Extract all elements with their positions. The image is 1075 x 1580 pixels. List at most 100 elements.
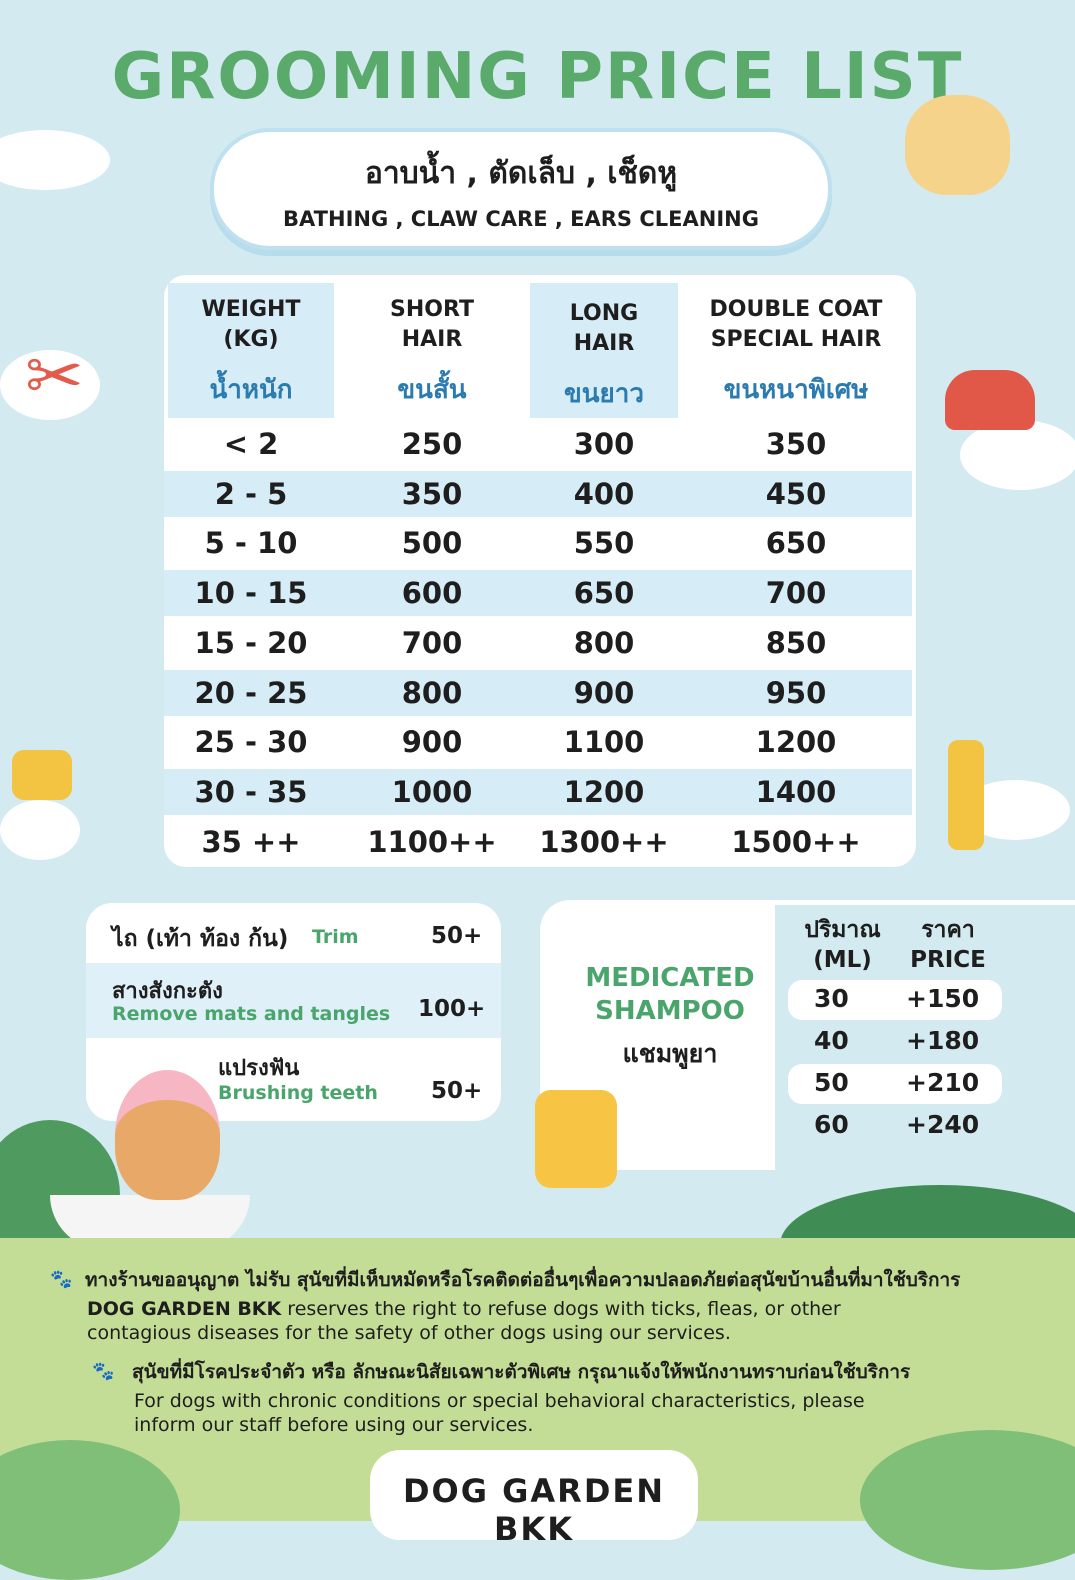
table-cell: 850 xyxy=(765,625,827,660)
table-cell: 15 - 20 xyxy=(194,625,308,660)
table-cell: 950 xyxy=(765,675,827,710)
table-cell: 650 xyxy=(765,526,827,561)
note-ticks: 🐾 ทางร้านขออนุญาต ไม่รับ สุนัขที่มีเห็บห… xyxy=(50,1268,1050,1345)
table-cell: 500 xyxy=(401,526,463,561)
table-row: 20 - 25 800 900 950 xyxy=(164,669,912,716)
shampoo-price: +240 xyxy=(906,1110,980,1139)
table-cell: 1300++ xyxy=(539,824,669,859)
table-cell: 250 xyxy=(401,427,463,461)
services-banner: อาบน้ำ , ตัดเล็บ , เช็ดหู BATHING , CLAW… xyxy=(210,128,832,250)
hair-dryer-icon xyxy=(945,370,1035,430)
shampoo-volume: 40 xyxy=(814,1026,849,1055)
brand-logo: DOG GARDEN BKK xyxy=(370,1450,698,1548)
shampoo-price-header: ราคา PRICE xyxy=(910,917,986,973)
table-row: 2 - 5 350 400 450 xyxy=(164,470,912,517)
header-short-hair: SHORT HAIR ขนสั้น xyxy=(336,283,528,418)
table-cell: 650 xyxy=(573,576,635,611)
header-double-coat: DOUBLE COAT SPECIAL HAIR ขนหนาพิเศษ xyxy=(680,283,912,418)
scissors-icon: ✂ xyxy=(25,335,84,417)
note-thai: สุนัขที่มีโรคประจำตัว หรือ ลักษณะนิสัยเฉ… xyxy=(132,1361,911,1383)
services-thai: อาบน้ำ , ตัดเล็บ , เช็ดหู xyxy=(364,156,678,191)
price-table: WEIGHT (KG) น้ำหนัก SHORT HAIR ขนสั้น LONG… xyxy=(164,275,916,867)
page-title: GROOMING PRICE LIST xyxy=(111,40,964,114)
brush-icon xyxy=(12,750,72,800)
table-cell: 800 xyxy=(573,625,635,660)
header-th: น้ำหนัก xyxy=(209,375,293,405)
clipper-icon xyxy=(948,740,984,850)
header-en: DOUBLE COAT SPECIAL HAIR xyxy=(709,297,883,352)
shampoo-row: 60 +240 xyxy=(788,1106,1002,1146)
extra-teeth: แปรงฟัน Brushing teeth 50+ xyxy=(86,1038,501,1121)
table-cell: 350 xyxy=(765,427,827,461)
table-row: 35 ++ 1100++ 1300++ 1500++ xyxy=(164,819,912,865)
paw-icon: 🐾 xyxy=(92,1361,115,1382)
shampoo-price: +210 xyxy=(906,1068,980,1097)
table-cell: 1100 xyxy=(563,725,645,760)
cloud-decoration xyxy=(0,800,80,860)
table-cell: 800 xyxy=(401,675,463,710)
header-en: SHORT HAIR xyxy=(390,297,474,352)
table-row: 25 - 30 900 1100 1200 xyxy=(164,719,912,765)
shampoo-row: 30 +150 xyxy=(788,980,1002,1020)
table-cell: 1200 xyxy=(563,774,645,809)
extra-trim: ไถ (เท้า ท้อง ก้น) Trim 50+ xyxy=(86,903,501,963)
shampoo-row: 40 +180 xyxy=(788,1022,1002,1062)
extras-panel: ไถ (เท้า ท้อง ก้น) Trim 50+ สางสังกะตัง … xyxy=(86,903,501,1121)
note-thai: ทางร้านขออนุญาต ไม่รับ สุนัขที่มีเห็บหมั… xyxy=(85,1269,961,1291)
extra-thai: แปรงฟัน xyxy=(218,1056,300,1081)
extra-english: Remove mats and tangles xyxy=(112,1003,391,1025)
table-cell: < 2 xyxy=(223,427,279,461)
shampoo-price: +180 xyxy=(906,1026,980,1055)
extra-price: 100+ xyxy=(418,996,486,1022)
shampoo-volume: 50 xyxy=(814,1068,849,1097)
shampoo-volume-header: ปริมาณ (ML) xyxy=(804,917,881,973)
header-th: ขนหนาพิเศษ xyxy=(723,375,869,405)
cloud-decoration xyxy=(0,350,100,420)
shampoo-volume: 30 xyxy=(814,984,849,1013)
header-en: WEIGHT (KG) xyxy=(201,297,301,352)
table-cell: 1400 xyxy=(755,774,837,809)
shampoo-bottle-illustration xyxy=(535,1090,617,1188)
table-cell: 550 xyxy=(573,526,635,561)
table-row: 15 - 20 700 800 850 xyxy=(164,620,912,666)
header-th: ขนยาว xyxy=(564,379,644,409)
shampoo-volume: 60 xyxy=(814,1110,849,1139)
table-cell: 700 xyxy=(401,625,463,660)
table-cell: 600 xyxy=(401,576,463,611)
extra-english: Brushing teeth xyxy=(218,1082,378,1104)
extra-thai: ไถ (เท้า ท้อง ก้น) xyxy=(112,926,289,952)
table-cell: 30 - 35 xyxy=(194,774,308,809)
shampoo-title-th: แชมพูยา xyxy=(622,1039,718,1068)
extra-mats: สางสังกะตัง Remove mats and tangles 100+ xyxy=(86,963,501,1038)
table-row: 10 - 15 600 650 700 xyxy=(164,570,912,617)
paw-icon: 🐾 xyxy=(50,1269,73,1290)
shampoo-title-en: MEDICATED SHAMPOO xyxy=(585,963,755,1026)
table-cell: 1100++ xyxy=(367,824,497,859)
cloud-decoration xyxy=(960,420,1075,490)
shampoo-title: MEDICATED SHAMPOO แชมพูยา xyxy=(570,962,770,1074)
table-cell: 450 xyxy=(765,476,827,511)
table-cell: 1200 xyxy=(755,725,837,760)
table-cell: 300 xyxy=(573,427,635,461)
table-cell: 2 - 5 xyxy=(214,476,288,511)
note-brand: DOG GARDEN BKK xyxy=(87,1298,282,1320)
extra-thai: สางสังกะตัง xyxy=(112,979,223,1004)
shampoo-row: 50 +210 xyxy=(788,1064,1002,1104)
table-cell: 10 - 15 xyxy=(194,576,308,611)
cloud-decoration xyxy=(0,130,110,190)
table-cell: 20 - 25 xyxy=(194,675,308,710)
table-cell: 5 - 10 xyxy=(204,526,298,561)
table-cell: 400 xyxy=(573,476,635,511)
dog-illustration xyxy=(905,95,1010,195)
header-en: LONG HAIR xyxy=(569,301,639,356)
header-weight: WEIGHT (KG) น้ำหนัก xyxy=(168,283,334,418)
header-long-hair: LONG HAIR ขนยาว xyxy=(530,283,678,418)
shampoo-price: +150 xyxy=(906,984,980,1013)
shampoo-table-bg xyxy=(775,905,1075,1170)
table-cell: 700 xyxy=(765,576,827,611)
extra-price: 50+ xyxy=(431,923,483,949)
services-english: BATHING , CLAW CARE , EARS CLEANING xyxy=(283,207,759,231)
table-row: 5 - 10 500 550 650 xyxy=(164,520,912,566)
table-cell: 35 ++ xyxy=(201,824,301,859)
table-cell: 350 xyxy=(401,476,463,511)
